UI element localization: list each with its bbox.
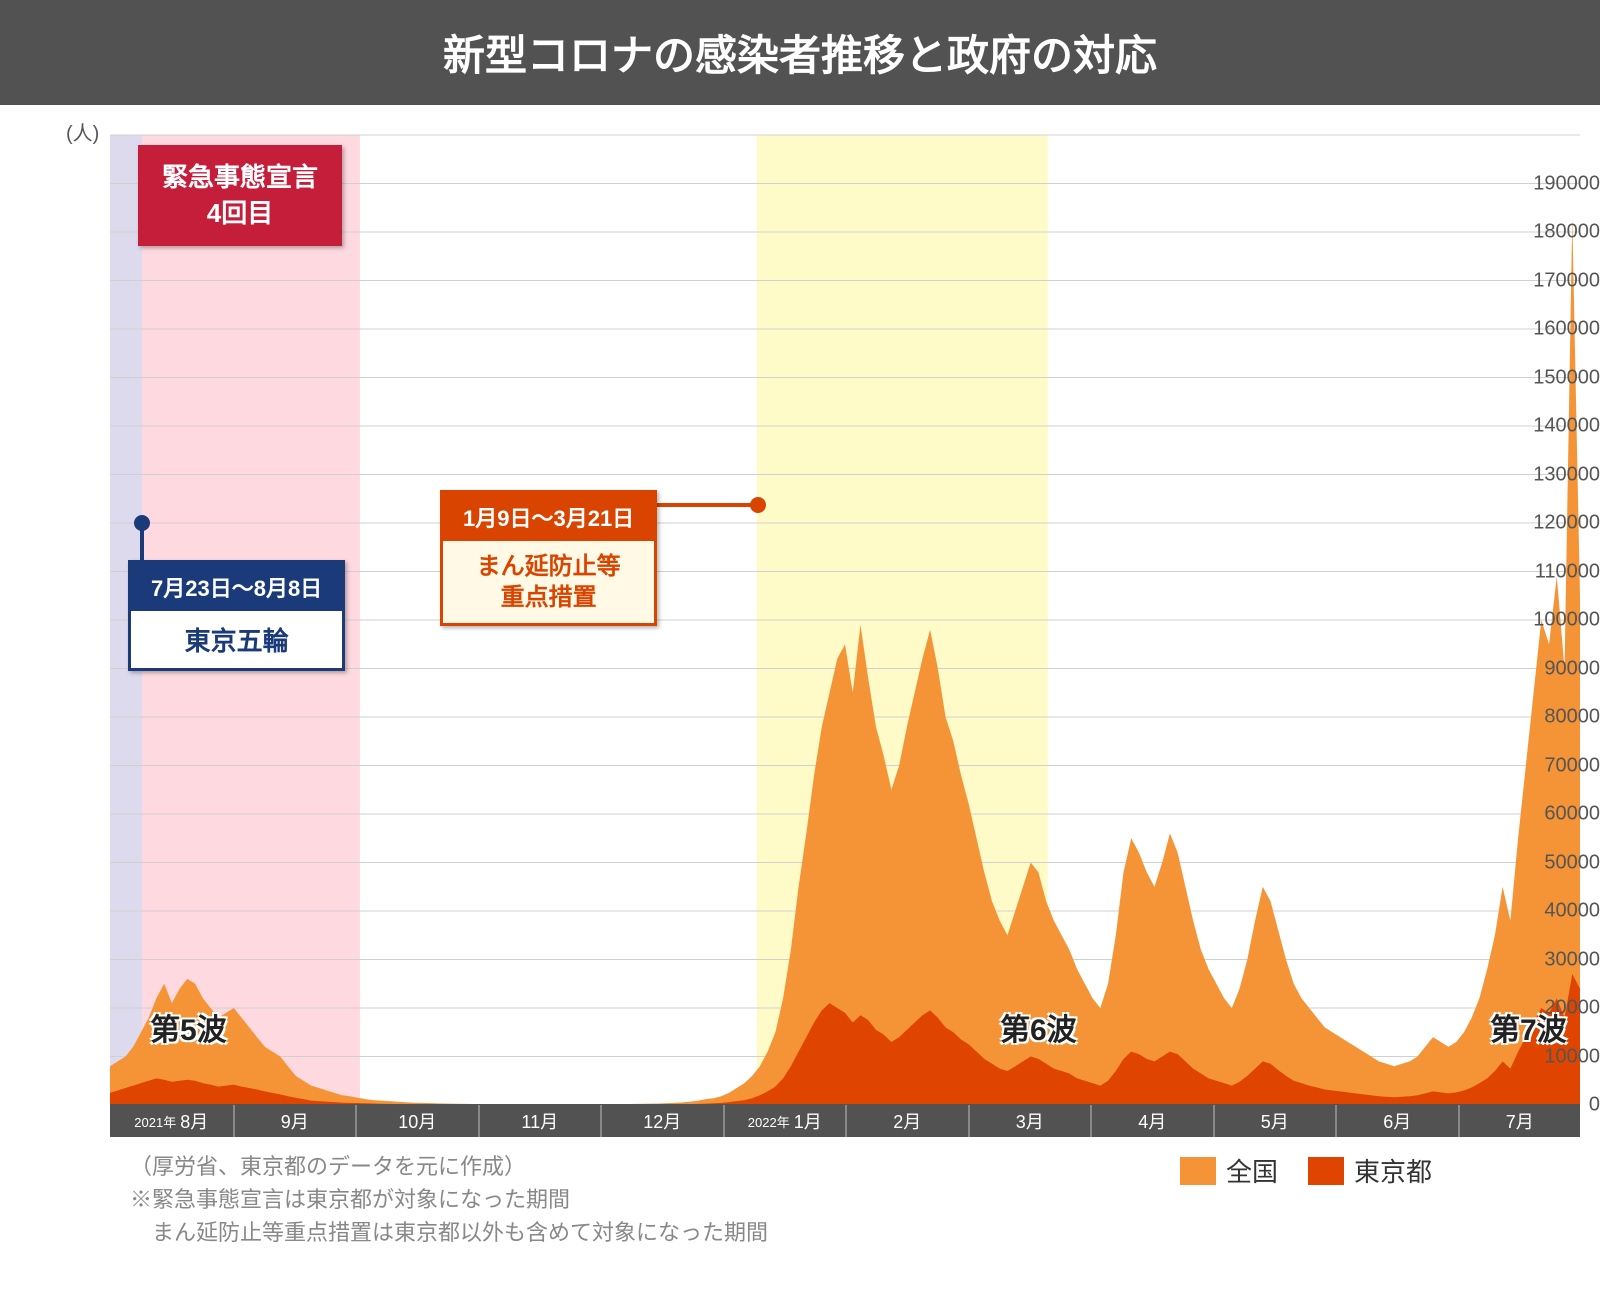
chart-title: 新型コロナの感染者推移と政府の対応: [0, 0, 1600, 105]
annotation-manbo-date: 1月9日～3月21日: [443, 493, 654, 541]
legend-item: 東京都: [1308, 1152, 1432, 1189]
x-tick: 12月: [600, 1105, 723, 1137]
x-tick: 2022年1月: [723, 1105, 846, 1137]
y-tick-label: 180000: [1502, 221, 1600, 244]
legend-label: 全国: [1226, 1152, 1278, 1189]
x-tick: 3月: [968, 1105, 1091, 1137]
legend-swatch: [1180, 1157, 1216, 1185]
x-tick: 4月: [1090, 1105, 1213, 1137]
annotation-emergency-line1: 緊急事態宣言: [162, 159, 318, 195]
annotation-olympic-label: 東京五輪: [131, 611, 342, 668]
y-tick-label: 70000: [1502, 754, 1600, 777]
y-tick-label: 160000: [1502, 318, 1600, 341]
x-tick: 5月: [1213, 1105, 1336, 1137]
wave-label: 第7波: [1490, 1005, 1567, 1049]
footnote-line3: まん延防止等重点措置は東京都以外も含めて対象になった期間: [130, 1216, 768, 1249]
annotation-olympic-date: 7月23日～8月8日: [131, 563, 342, 611]
y-tick-label: 40000: [1502, 900, 1600, 923]
footnote-line2: ※緊急事態宣言は東京都が対象になった期間: [130, 1183, 768, 1216]
chart-legend: 全国 東京都: [1180, 1152, 1432, 1189]
y-tick-label: 90000: [1502, 657, 1600, 680]
x-tick: 11月: [478, 1105, 601, 1137]
y-tick-label: 130000: [1502, 463, 1600, 486]
x-tick: 9月: [233, 1105, 356, 1137]
y-axis-unit: (人): [66, 117, 99, 146]
annotation-emergency-line2: 4回目: [162, 195, 318, 231]
y-tick-label: 190000: [1502, 172, 1600, 195]
y-tick-label: 140000: [1502, 415, 1600, 438]
legend-item: 全国: [1180, 1152, 1278, 1189]
y-tick-label: 120000: [1502, 512, 1600, 535]
annotation-manbo: 1月9日～3月21日 まん延防止等 重点措置: [440, 490, 657, 626]
x-tick: 2月: [845, 1105, 968, 1137]
x-tick: 2021年8月: [110, 1105, 233, 1137]
chart-plot-area: 0100002000030000400005000060000700008000…: [0, 105, 1600, 1155]
chart-footnote: （厚労省、東京都のデータを元に作成） ※緊急事態宣言は東京都が対象になった期間 …: [130, 1150, 768, 1249]
y-tick-label: 50000: [1502, 851, 1600, 874]
x-tick: 7月: [1458, 1105, 1581, 1137]
legend-label: 東京都: [1354, 1152, 1432, 1189]
y-tick-label: 30000: [1502, 948, 1600, 971]
chart-container: 新型コロナの感染者推移と政府の対応 0100002000030000400005…: [0, 0, 1600, 1309]
x-tick: 10月: [355, 1105, 478, 1137]
y-tick-label: 80000: [1502, 706, 1600, 729]
legend-swatch: [1308, 1157, 1344, 1185]
x-tick: 6月: [1335, 1105, 1458, 1137]
y-tick-label: 60000: [1502, 803, 1600, 826]
x-axis-labels: 2021年8月9月10月11月12月2022年1月2月3月4月5月6月7月: [110, 1105, 1580, 1137]
annotation-olympic: 7月23日～8月8日 東京五輪: [128, 560, 345, 671]
annotation-manbo-label: まん延防止等 重点措置: [443, 541, 654, 623]
wave-label: 第5波: [150, 1005, 227, 1049]
y-tick-label: 110000: [1502, 560, 1600, 583]
y-tick-label: 100000: [1502, 609, 1600, 632]
y-tick-label: 150000: [1502, 366, 1600, 389]
y-tick-label: 170000: [1502, 269, 1600, 292]
footnote-line1: （厚労省、東京都のデータを元に作成）: [130, 1150, 768, 1183]
annotation-emergency: 緊急事態宣言 4回目: [138, 145, 342, 246]
wave-label: 第6波: [1000, 1005, 1077, 1049]
